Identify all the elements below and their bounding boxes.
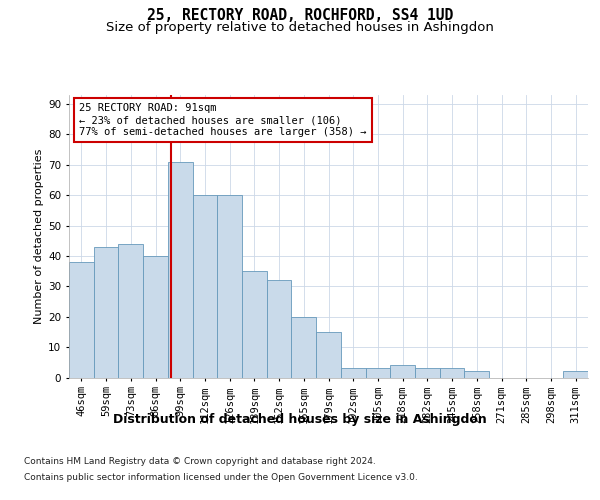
Bar <box>267 280 292 378</box>
Bar <box>415 368 440 378</box>
Bar <box>242 271 267 378</box>
Text: Distribution of detached houses by size in Ashingdon: Distribution of detached houses by size … <box>113 412 487 426</box>
Bar <box>168 162 193 378</box>
Bar <box>292 316 316 378</box>
Text: 25 RECTORY ROAD: 91sqm
← 23% of detached houses are smaller (106)
77% of semi-de: 25 RECTORY ROAD: 91sqm ← 23% of detached… <box>79 104 367 136</box>
Bar <box>94 247 118 378</box>
Bar <box>143 256 168 378</box>
Bar <box>365 368 390 378</box>
Text: Size of property relative to detached houses in Ashingdon: Size of property relative to detached ho… <box>106 22 494 35</box>
Text: 25, RECTORY ROAD, ROCHFORD, SS4 1UD: 25, RECTORY ROAD, ROCHFORD, SS4 1UD <box>147 8 453 22</box>
Bar <box>217 195 242 378</box>
Bar <box>193 195 217 378</box>
Bar <box>316 332 341 378</box>
Text: Contains HM Land Registry data © Crown copyright and database right 2024.: Contains HM Land Registry data © Crown c… <box>24 458 376 466</box>
Text: Contains public sector information licensed under the Open Government Licence v3: Contains public sector information licen… <box>24 472 418 482</box>
Bar <box>563 372 588 378</box>
Y-axis label: Number of detached properties: Number of detached properties <box>34 148 44 324</box>
Bar <box>440 368 464 378</box>
Bar <box>118 244 143 378</box>
Bar <box>390 366 415 378</box>
Bar <box>341 368 365 378</box>
Bar <box>69 262 94 378</box>
Bar <box>464 372 489 378</box>
